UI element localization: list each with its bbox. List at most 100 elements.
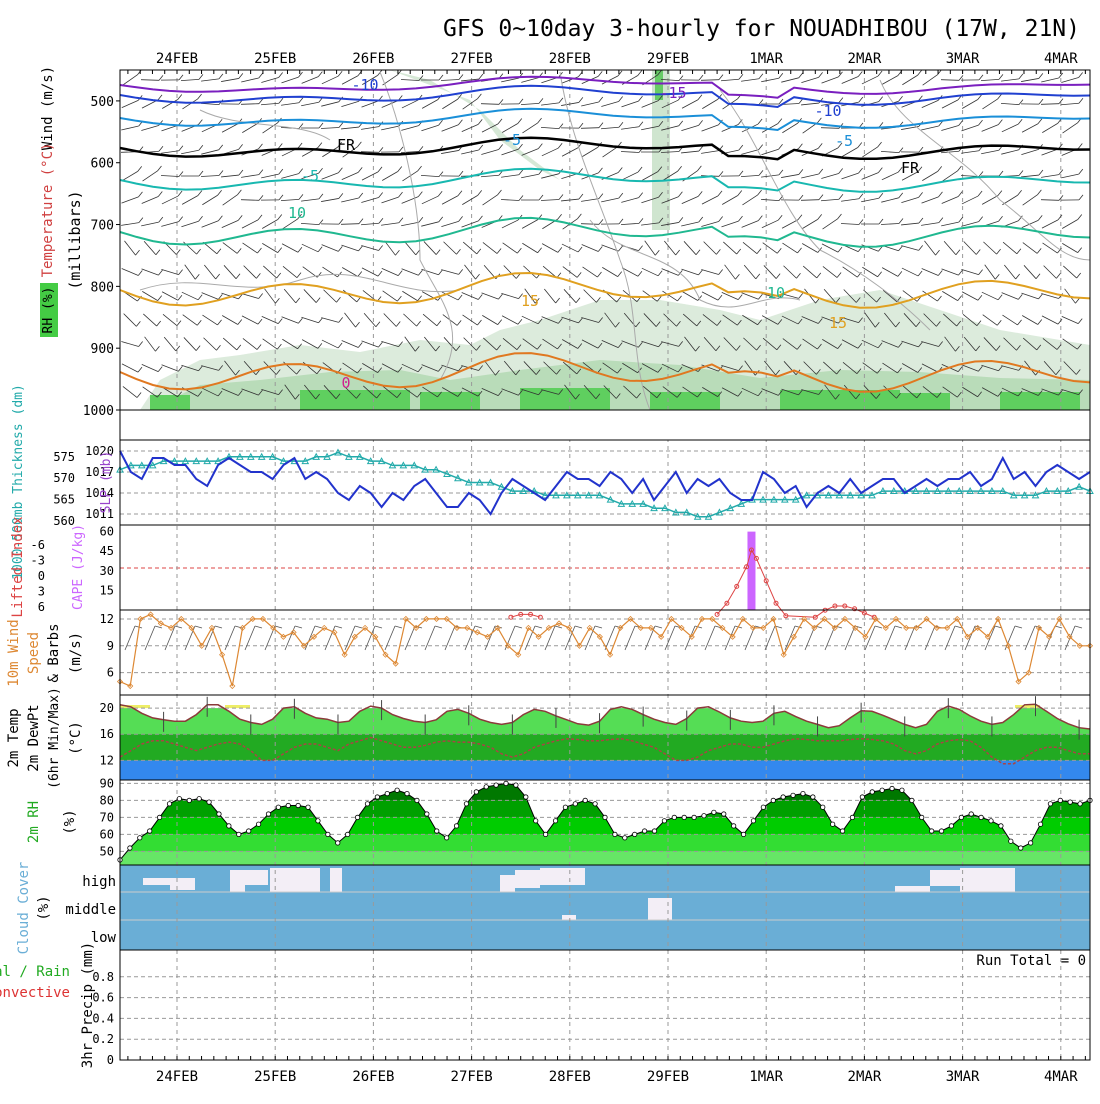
contour-label: FR xyxy=(337,136,356,154)
pressure-tick-label: 600 xyxy=(91,157,114,172)
date-label-bottom: 1MAR xyxy=(749,1069,783,1085)
rh-shade-high xyxy=(300,390,410,410)
rh-point xyxy=(425,812,429,816)
wind-label-1: 10m Wind xyxy=(6,619,22,686)
contour-label: 10 xyxy=(767,284,785,302)
rh-point xyxy=(543,832,547,836)
li-tick-label: -6 xyxy=(31,538,45,552)
rh-point xyxy=(217,812,221,816)
rh-point xyxy=(187,798,191,802)
rh-point xyxy=(266,812,270,816)
pressure-tick-label: 500 xyxy=(91,95,114,110)
rh-point xyxy=(345,832,349,836)
li-tick-label: 6 xyxy=(38,600,45,614)
rh-point xyxy=(246,829,250,833)
rh-point xyxy=(316,819,320,823)
date-label-top: 3MAR xyxy=(946,51,980,67)
date-label-top: 24FEB xyxy=(156,51,198,67)
cloud-gap xyxy=(245,870,268,885)
rh-point xyxy=(910,798,914,802)
rh-point xyxy=(464,802,468,806)
rh-point xyxy=(870,790,874,794)
rh-point xyxy=(1028,841,1032,845)
rh-point xyxy=(969,812,973,816)
rh-point xyxy=(1068,800,1072,804)
cloud-gap xyxy=(330,868,342,892)
wind-label-4: (m/s) xyxy=(68,632,84,674)
rh-point xyxy=(1019,846,1023,850)
contour-label: -15 xyxy=(659,84,686,102)
rh-point xyxy=(157,815,161,819)
rh-point xyxy=(227,824,231,828)
rh-point xyxy=(989,819,993,823)
precip-tick-label: 0 xyxy=(107,1053,114,1067)
rh-point xyxy=(484,785,488,789)
rh-point xyxy=(494,783,498,787)
chart-title: GFS 0~10day 3-hourly for NOUADHIBOU (17W… xyxy=(443,16,1080,42)
temp-tick-label: 12 xyxy=(100,753,114,767)
date-label-top: 29FEB xyxy=(647,51,689,67)
contour-label: -5 xyxy=(301,167,319,185)
rh-point xyxy=(336,841,340,845)
rh-point xyxy=(623,836,627,840)
rh-point xyxy=(840,829,844,833)
rh-shade-high xyxy=(1000,392,1080,410)
rh-point xyxy=(830,822,834,826)
contour-label: 15 xyxy=(521,292,539,310)
rh-point xyxy=(553,819,557,823)
precip-label-convective: Convective xyxy=(0,985,70,1001)
rh-point xyxy=(939,829,943,833)
rh-point xyxy=(326,832,330,836)
rh-point xyxy=(821,805,825,809)
rh-tick-label: 90 xyxy=(100,776,114,790)
temp-label-4: (°C) xyxy=(68,721,84,755)
rh-tick-label: 70 xyxy=(100,810,114,824)
cloud-gap xyxy=(930,870,960,886)
wind-tick-label: 12 xyxy=(100,612,114,626)
cape-bar xyxy=(747,532,755,610)
rh-point xyxy=(514,783,518,787)
date-label-bottom: 4MAR xyxy=(1044,1069,1078,1085)
temp-label-2: 2m DewPt xyxy=(26,704,42,771)
rh-point xyxy=(1038,822,1042,826)
rh-point xyxy=(563,805,567,809)
rh-point xyxy=(573,802,577,806)
cape-tick-label: 15 xyxy=(100,583,114,597)
cape-tick-label: 30 xyxy=(100,564,114,578)
contour-label: -5 xyxy=(503,131,521,149)
temp-label-3: (6hr Min/Max) xyxy=(47,687,62,789)
date-label-top: 27FEB xyxy=(451,51,493,67)
rh-point xyxy=(613,832,617,836)
rh-point xyxy=(207,800,211,804)
contour-label: FR xyxy=(901,159,920,177)
rh-point xyxy=(306,805,310,809)
li-axis-label: Lifted Index xyxy=(10,516,26,617)
rh-point xyxy=(900,788,904,792)
rh-shade-high xyxy=(780,390,900,410)
rh-point xyxy=(682,815,686,819)
rh-label-2: (%) xyxy=(62,809,78,834)
cloud-level-label: high xyxy=(82,874,116,890)
rh-point xyxy=(761,805,765,809)
rh-point xyxy=(781,795,785,799)
rh-point xyxy=(128,846,132,850)
cloud-gap xyxy=(230,870,245,892)
date-label-bottom: 25FEB xyxy=(254,1069,296,1085)
cloud-gap xyxy=(500,875,515,892)
rh-point xyxy=(731,824,735,828)
thickness-tick-label: 565 xyxy=(53,493,75,507)
rh-point xyxy=(692,815,696,819)
rh-point xyxy=(890,786,894,790)
date-label-top: 2MAR xyxy=(848,51,882,67)
rh-point xyxy=(603,815,607,819)
date-label-bottom: 26FEB xyxy=(352,1069,394,1085)
rh-point xyxy=(632,832,636,836)
date-label-top: 28FEB xyxy=(549,51,591,67)
cloud-label-1: Cloud Cover xyxy=(16,862,32,955)
thickness-tick-label: 575 xyxy=(53,450,75,464)
date-label-bottom: 27FEB xyxy=(451,1069,493,1085)
date-label-top: 4MAR xyxy=(1044,51,1078,67)
cloud-gap xyxy=(562,915,576,920)
